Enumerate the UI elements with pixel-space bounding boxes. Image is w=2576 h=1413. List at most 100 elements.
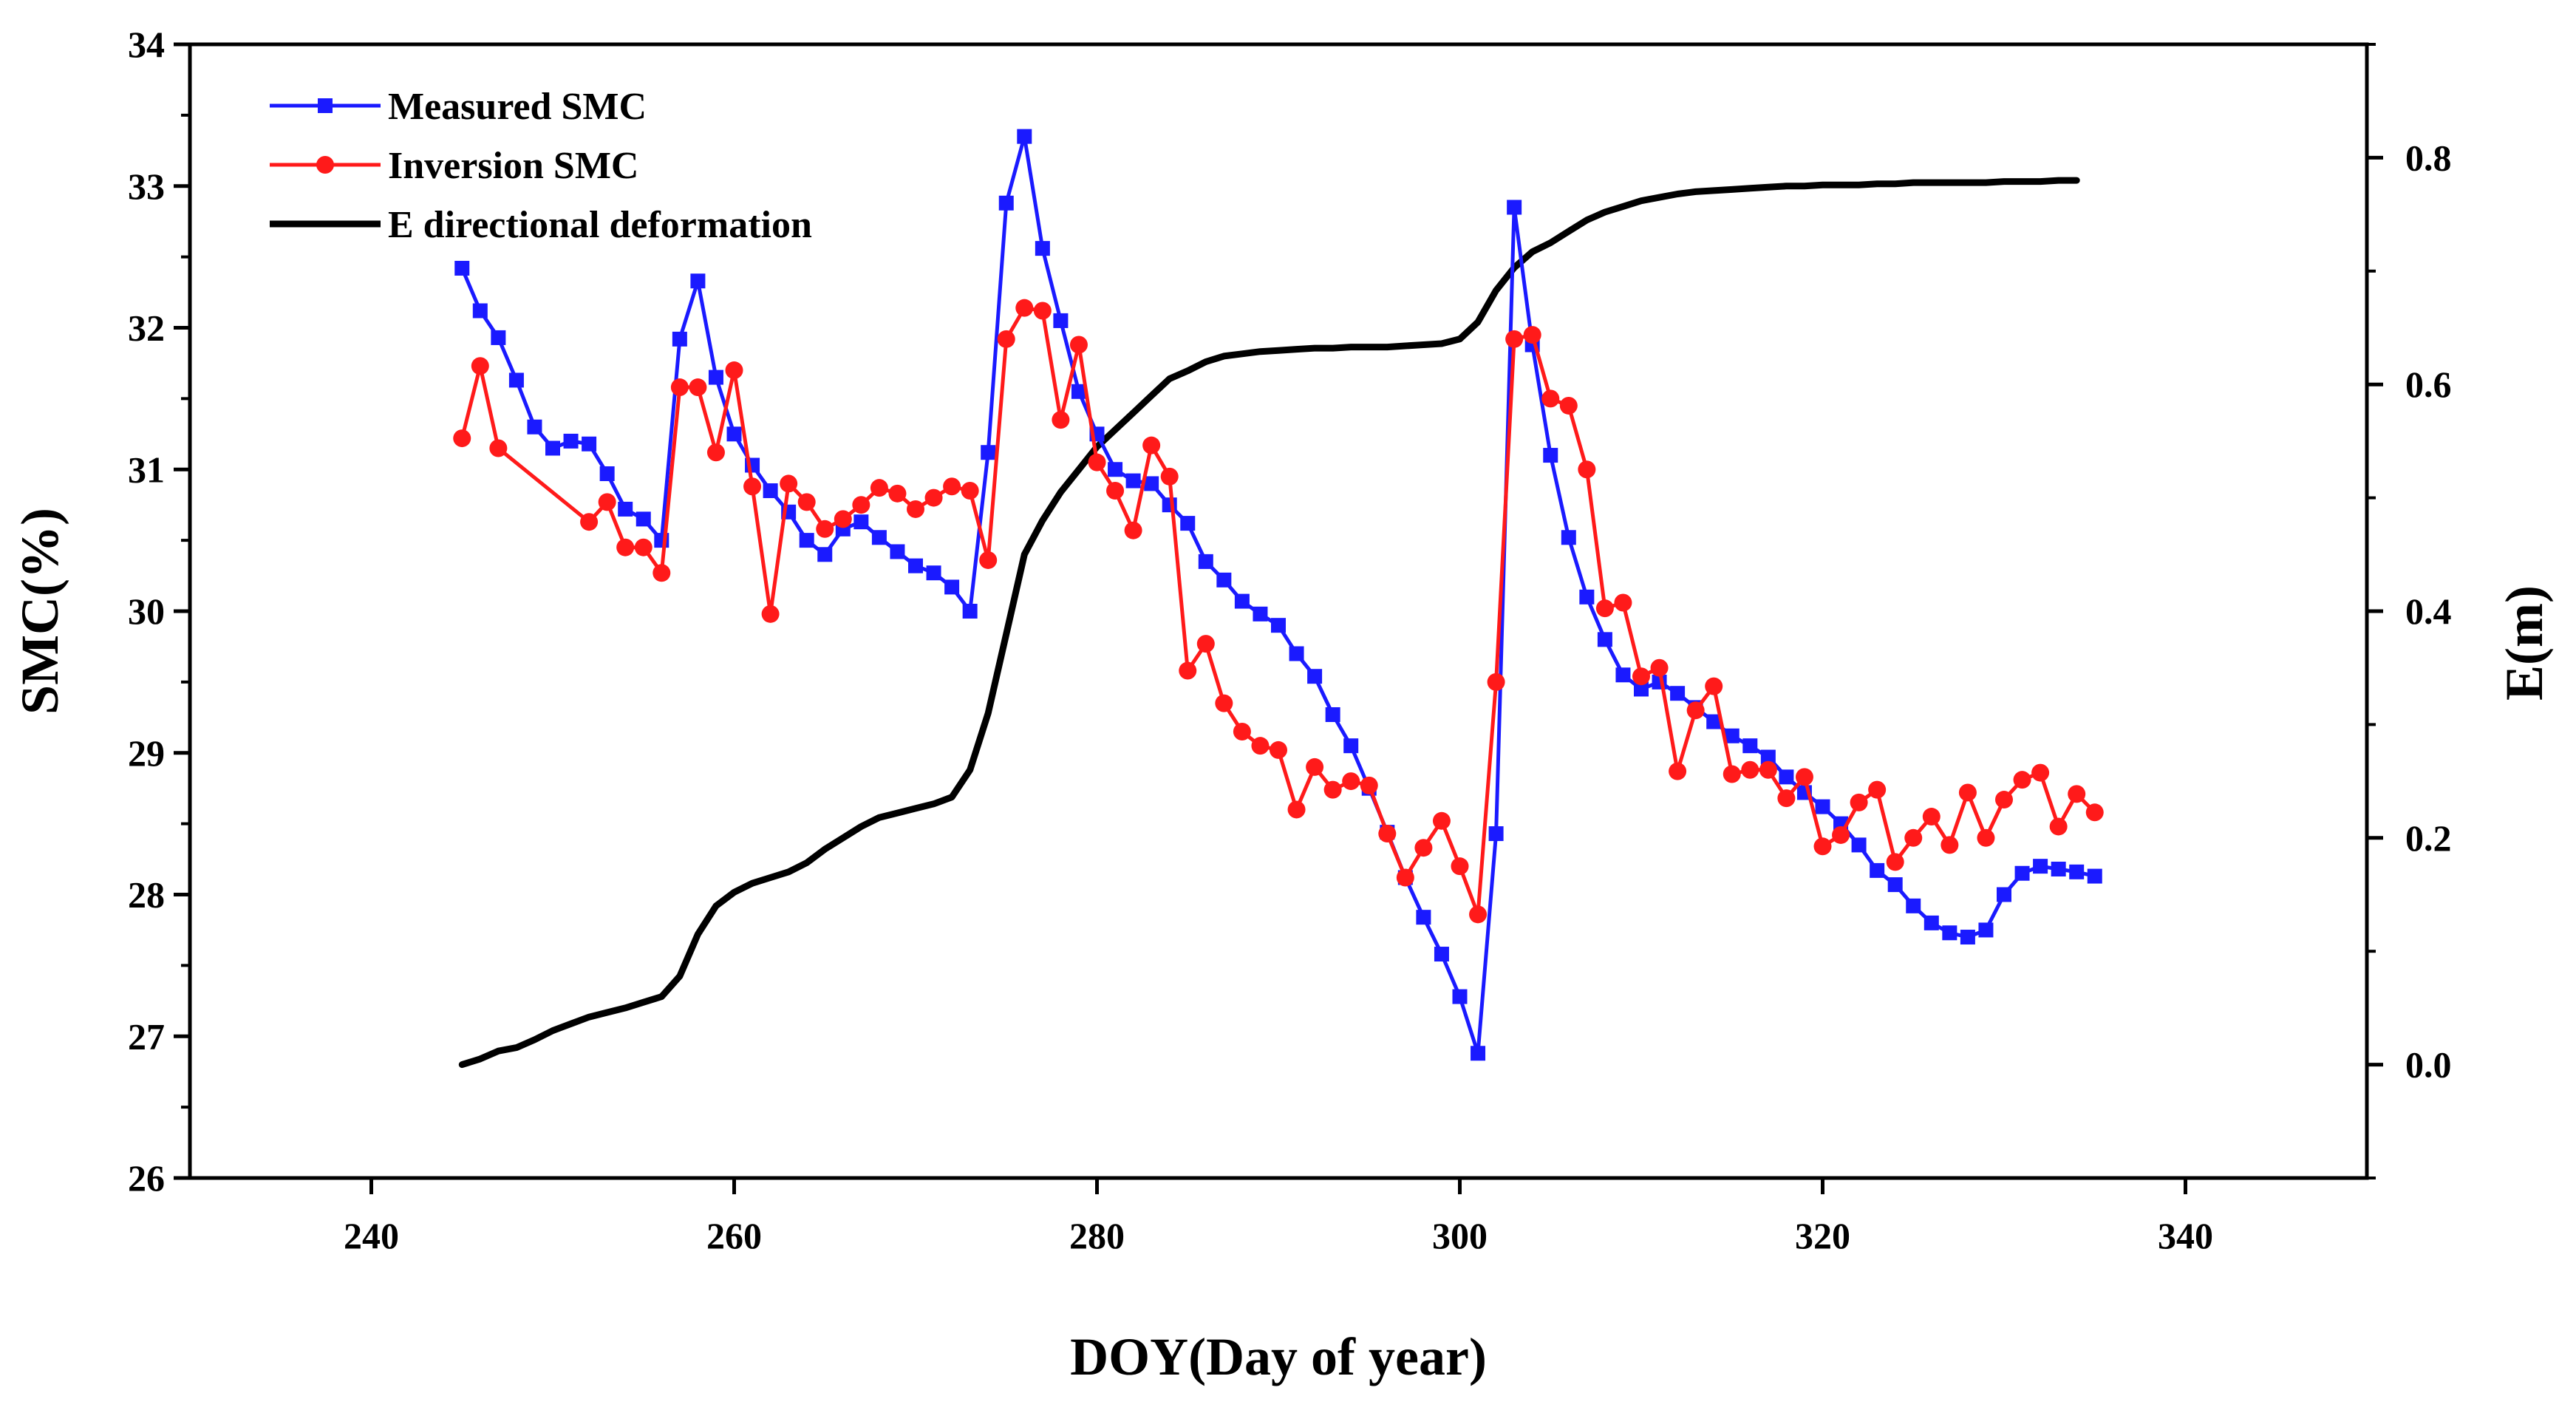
- measured-smc-point: [1906, 898, 1921, 913]
- inversion-smc-point: [1958, 783, 1977, 802]
- measured-smc-point: [1162, 497, 1177, 513]
- inversion-smc-point: [1777, 789, 1796, 808]
- inversion-smc-point: [1124, 521, 1142, 539]
- measured-smc-point: [1997, 887, 2011, 902]
- inversion-smc-point: [1723, 765, 1741, 783]
- measured-smc-point: [1779, 769, 1794, 785]
- measured-smc-point: [1670, 686, 1686, 701]
- measured-smc-point: [890, 544, 905, 559]
- inversion-smc-point: [1251, 737, 1270, 755]
- inversion-smc-point: [1868, 780, 1887, 799]
- measured-smc-point: [1071, 384, 1086, 399]
- measured-smc-point: [1035, 241, 1050, 256]
- legend-label-measured-smc: Measured SMC: [388, 86, 647, 128]
- inversion-smc-point: [1306, 757, 1324, 776]
- legend-marker-measured-smc: [318, 98, 333, 113]
- measured-smc-point: [799, 533, 814, 548]
- measured-smc-point: [563, 433, 579, 449]
- inversion-smc-point: [1160, 467, 1179, 486]
- inversion-smc-point: [1614, 593, 1632, 612]
- inversion-smc-point: [489, 439, 508, 457]
- measured-smc-point: [1253, 606, 1268, 622]
- inversion-smc-point: [1832, 825, 1850, 844]
- inversion-smc-point: [1795, 768, 1813, 786]
- measured-smc-point: [1742, 738, 1758, 754]
- inversion-smc-point: [689, 378, 707, 397]
- inversion-smc-point: [743, 477, 762, 496]
- measured-smc-point: [1144, 476, 1159, 491]
- inversion-smc-point: [1505, 330, 1524, 348]
- inversion-smc-point: [652, 564, 671, 582]
- y-tick-label: 29: [128, 732, 165, 774]
- inversion-smc-point: [1069, 336, 1088, 354]
- measured-smc-point: [1870, 862, 1885, 878]
- measured-smc-point: [1307, 669, 1323, 684]
- measured-smc-point: [2087, 868, 2102, 884]
- axis-ticks: 240 260 280 300 320 340 26 27 28 29 30 31 32 33 34 0.0 0…: [128, 24, 2452, 1256]
- measured-smc-point: [508, 372, 524, 388]
- measured-smc-point: [1561, 530, 1576, 545]
- measured-smc-point: [1960, 930, 1975, 945]
- inversion-smc-point: [1813, 837, 1832, 856]
- measured-smc-point: [1887, 877, 1903, 893]
- inversion-smc-point: [888, 484, 907, 503]
- x-tick-label: 240: [344, 1215, 399, 1256]
- inversion-smc-point: [1559, 396, 1578, 415]
- measured-smc-point: [454, 260, 470, 276]
- inversion-smc-point: [598, 493, 616, 511]
- series-layer: [453, 129, 2104, 1069]
- inversion-smc-point: [2031, 763, 2050, 782]
- measured-smc-point: [1924, 915, 1939, 930]
- legend-label-e-directional-deformation: E directional deformation: [388, 204, 812, 246]
- inversion-smc-point: [1977, 828, 1995, 847]
- x-tick-label: 260: [706, 1215, 762, 1256]
- inversion-smc-point: [1196, 635, 1215, 653]
- inversion-smc-point: [1033, 302, 1052, 320]
- measured-smc-point: [998, 195, 1014, 211]
- measured-smc-point: [690, 273, 706, 289]
- inversion-smc-point: [1904, 828, 1923, 847]
- measured-smc-point: [708, 370, 723, 385]
- measured-smc-point: [1180, 516, 1196, 531]
- measured-smc-point: [926, 565, 941, 581]
- inversion-smc-point: [1323, 780, 1342, 799]
- measured-smc-point: [1615, 667, 1631, 683]
- measured-smc-point: [636, 511, 651, 527]
- measured-smc-point: [1198, 554, 1213, 569]
- inversion-smc-point: [797, 493, 816, 511]
- inversion-smc-point: [1233, 722, 1251, 740]
- measured-smc-point: [1706, 714, 1722, 729]
- inversion-smc-point: [1106, 482, 1125, 500]
- inversion-smc-point: [1650, 658, 1669, 677]
- measured-smc-point: [1579, 589, 1595, 605]
- y2-tick-label: 0.4: [2405, 590, 2452, 632]
- inversion-smc-point: [1396, 868, 1414, 887]
- measured-smc-point: [599, 466, 615, 482]
- measured-smc-point: [981, 445, 996, 460]
- legend-label-inversion-smc: Inversion SMC: [388, 145, 638, 187]
- inversion-smc-point: [1179, 661, 1197, 680]
- inversion-smc-point: [1487, 673, 1505, 691]
- measured-smc-point: [2033, 859, 2048, 874]
- measured-smc-point: [763, 483, 778, 499]
- inversion-smc-point: [816, 520, 834, 538]
- measured-smc-point: [1488, 826, 1504, 842]
- measured-smc-point: [2069, 864, 2085, 879]
- measured-smc-point: [1978, 922, 1994, 938]
- measured-smc-point: [1125, 473, 1141, 488]
- measured-smc-point: [1815, 799, 1830, 814]
- y-axis-title: SMC(%): [10, 508, 69, 715]
- x-tick-label: 340: [2158, 1215, 2213, 1256]
- inversion-smc-point: [870, 479, 888, 497]
- inversion-smc-point: [1414, 839, 1433, 857]
- inversion-smc-point: [725, 361, 743, 380]
- measured-smc-point: [1053, 313, 1069, 328]
- inversion-smc-point: [1451, 857, 1469, 876]
- inversion-smc-point: [616, 538, 635, 556]
- measured-smc-point: [962, 604, 978, 619]
- measured-smc-point: [1289, 646, 1304, 661]
- inversion-smc-point: [1995, 791, 2013, 809]
- inversion-smc-point: [1886, 853, 1904, 871]
- inversion-smc-point: [834, 510, 852, 528]
- measured-smc-point: [1507, 200, 1522, 215]
